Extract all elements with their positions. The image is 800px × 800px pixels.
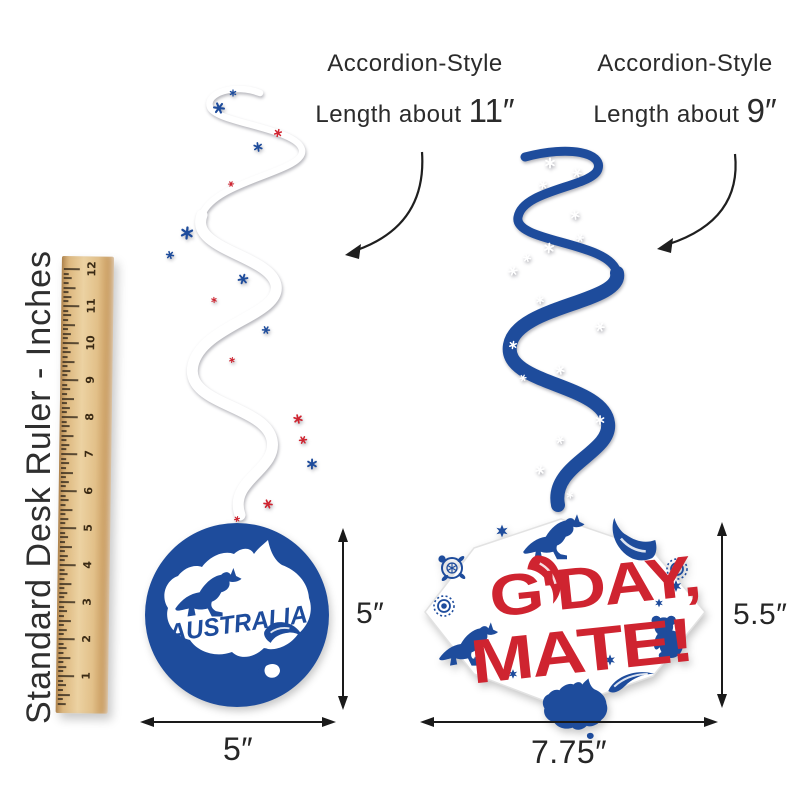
annotation-right-value: 9″ bbox=[746, 92, 777, 129]
ruler-number: 1 bbox=[79, 671, 93, 680]
star-icon bbox=[538, 180, 548, 190]
australia-medallion: AUSTRALIA bbox=[145, 523, 329, 707]
star-icon bbox=[180, 226, 194, 240]
ruler-number: 6 bbox=[82, 486, 96, 495]
star-icon bbox=[536, 295, 544, 305]
star-icon bbox=[522, 253, 532, 263]
annotation-left-length: Length about 11″ bbox=[315, 92, 515, 129]
star-icon bbox=[545, 157, 555, 169]
star-icon bbox=[233, 516, 241, 522]
ruler-number: 12 bbox=[85, 261, 99, 277]
star-icon bbox=[298, 436, 308, 444]
star-icon bbox=[535, 465, 545, 475]
ruler-number: 9 bbox=[83, 375, 97, 384]
star-icon bbox=[566, 491, 574, 499]
exclamation-icon bbox=[257, 648, 269, 675]
star-icon bbox=[211, 296, 217, 304]
medallion-hexagon bbox=[424, 518, 706, 709]
hex-height-label: 5.5″ bbox=[733, 598, 788, 631]
sea-turtle-icon bbox=[437, 553, 468, 584]
star-icon bbox=[263, 499, 273, 509]
swirl-left bbox=[165, 85, 317, 522]
annotation-left-style: Accordion-Style bbox=[327, 50, 503, 77]
star-icon bbox=[572, 168, 582, 178]
hex-width-arrow-icon bbox=[420, 717, 718, 727]
star-icon bbox=[307, 458, 317, 470]
star-icon bbox=[237, 273, 249, 285]
circle-height-arrow-icon bbox=[338, 528, 348, 710]
star-icon bbox=[595, 415, 605, 425]
star-icon bbox=[555, 365, 565, 375]
star-icon bbox=[508, 266, 518, 276]
star-icon bbox=[293, 414, 303, 424]
curved-arrow-left-icon bbox=[345, 151, 424, 259]
star-icon bbox=[253, 142, 263, 152]
ruler-number: 4 bbox=[81, 560, 95, 569]
star-icon bbox=[508, 340, 518, 350]
hex-width-label: 7.75″ bbox=[530, 734, 608, 770]
star-icon bbox=[570, 210, 580, 220]
star-icon bbox=[575, 234, 585, 242]
star-icon bbox=[165, 250, 175, 260]
ruler-number: 11 bbox=[84, 298, 98, 314]
ruler-number: 5 bbox=[81, 523, 95, 532]
star-icon bbox=[261, 326, 271, 334]
annotation-right-length: Length about 9″ bbox=[593, 92, 777, 129]
star-icon bbox=[229, 89, 237, 97]
gday-mate-medallion: G'DAY, MATE! bbox=[424, 504, 706, 739]
ruler-number: 2 bbox=[80, 634, 94, 643]
circle-width-arrow-icon bbox=[140, 717, 336, 727]
curved-arrow-right-icon bbox=[657, 153, 737, 253]
circle-height-label: 5″ bbox=[356, 597, 385, 630]
ruler-number: 8 bbox=[83, 412, 97, 421]
ruler-ticks: 12 11 10 9 8 7 6 5 4 3 2 1 bbox=[57, 256, 114, 705]
annotation-swirl-left: Accordion-Style Length about 11″ bbox=[265, 50, 565, 130]
star-icon bbox=[543, 242, 555, 254]
star-icon bbox=[519, 374, 527, 382]
ruler-number: 3 bbox=[80, 597, 94, 606]
star-icon bbox=[555, 435, 565, 445]
circle-width-label: 5″ bbox=[222, 731, 254, 767]
star-icon bbox=[213, 102, 225, 114]
annotation-left-value: 11″ bbox=[468, 92, 515, 129]
ruler-number: 10 bbox=[84, 335, 98, 351]
star-icon bbox=[227, 181, 235, 187]
swirl-right bbox=[502, 146, 625, 512]
hex-height-arrow-icon bbox=[717, 522, 727, 708]
ruler-number: 7 bbox=[82, 449, 96, 458]
annotation-swirl-right: Accordion-Style Length about 9″ bbox=[555, 50, 800, 130]
star-icon bbox=[595, 322, 605, 332]
annotation-right-style: Accordion-Style bbox=[597, 50, 773, 77]
star-icon bbox=[496, 524, 508, 538]
ruler: 12 11 10 9 8 7 6 5 4 3 2 1 bbox=[55, 256, 114, 714]
star-icon bbox=[229, 356, 235, 364]
star-icon bbox=[273, 128, 283, 138]
